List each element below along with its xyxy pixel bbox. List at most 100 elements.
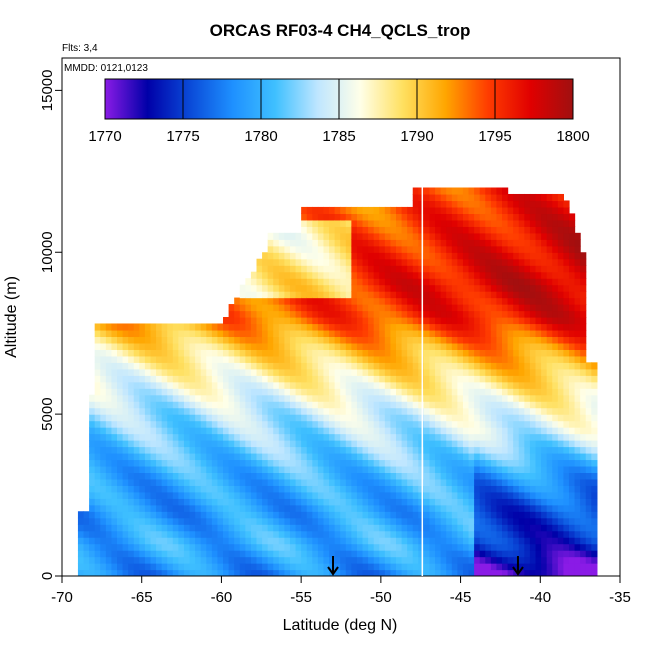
heatmap-cell <box>178 498 185 506</box>
heatmap-cell <box>440 265 447 273</box>
heatmap-cell <box>457 427 464 435</box>
heatmap-cell <box>502 478 509 486</box>
heatmap-cell <box>468 511 475 519</box>
heatmap-cell <box>89 511 96 519</box>
heatmap-cell <box>563 556 570 564</box>
heatmap-cell <box>100 440 107 448</box>
heatmap-cell <box>580 563 587 571</box>
heatmap-cell <box>250 530 258 538</box>
heatmap-cell <box>217 355 224 363</box>
heatmap-cell <box>273 239 280 247</box>
heatmap-cell <box>446 440 453 448</box>
heatmap-cell <box>139 342 146 350</box>
heatmap-cell <box>496 291 503 299</box>
heatmap-cell <box>557 265 564 273</box>
heatmap-cell <box>150 550 157 558</box>
heatmap-cell <box>541 452 548 461</box>
heatmap-cell <box>568 498 576 506</box>
heatmap-cell <box>412 278 419 286</box>
heatmap-cell <box>117 323 124 331</box>
heatmap-cell <box>356 530 364 538</box>
heatmap-cell <box>217 498 224 506</box>
heatmap-cell <box>317 504 325 512</box>
heatmap-cell <box>485 440 492 448</box>
heatmap-cell <box>407 239 414 247</box>
heatmap-cell <box>228 504 235 512</box>
heatmap-cell <box>306 427 313 435</box>
heatmap-cell <box>429 388 436 396</box>
heatmap-cell <box>474 342 481 350</box>
heatmap-cell <box>468 375 475 383</box>
heatmap-cell <box>490 517 498 525</box>
heatmap-cell <box>546 550 553 558</box>
heatmap-cell <box>379 381 386 389</box>
heatmap-cell <box>474 291 481 299</box>
heatmap-cell <box>278 517 285 525</box>
heatmap-cell <box>390 252 397 260</box>
heatmap-cell <box>423 433 431 441</box>
heatmap-cell <box>541 284 548 292</box>
heatmap-cell <box>524 407 531 415</box>
heatmap-cell <box>144 524 152 532</box>
heatmap-cell <box>423 329 431 338</box>
heatmap-cell <box>334 459 341 467</box>
heatmap-cell <box>100 427 107 435</box>
heatmap-cell <box>580 329 587 338</box>
heatmap-cell <box>273 297 280 305</box>
heatmap-cell <box>139 543 146 551</box>
heatmap-cell <box>301 232 308 240</box>
heatmap-cell <box>535 427 542 435</box>
heatmap-cell <box>200 498 207 506</box>
heatmap-cell <box>574 291 581 299</box>
heatmap-cell <box>496 200 503 208</box>
heatmap-cell <box>289 284 297 292</box>
heatmap-cell <box>368 401 375 409</box>
heatmap-cell <box>423 563 431 571</box>
heatmap-cell <box>295 388 302 396</box>
heatmap-cell <box>223 543 230 551</box>
heatmap-cell <box>457 440 464 448</box>
heatmap-cell <box>156 530 163 538</box>
heatmap-cell <box>183 472 191 480</box>
heatmap-cell <box>77 550 85 558</box>
heatmap-cell <box>195 465 202 473</box>
heatmap-cell <box>273 401 280 409</box>
heatmap-cell <box>546 362 553 370</box>
heatmap-cell <box>156 452 163 461</box>
heatmap-cell <box>462 446 470 454</box>
heatmap-cell <box>172 563 179 571</box>
heatmap-cell <box>334 465 341 473</box>
heatmap-cell <box>407 284 414 292</box>
heatmap-cell <box>94 375 101 383</box>
heatmap-cell <box>479 504 486 512</box>
heatmap-cell <box>139 407 146 415</box>
heatmap-cell <box>89 478 96 486</box>
heatmap-cell <box>552 407 559 415</box>
heatmap-cell <box>396 472 403 480</box>
heatmap-cell <box>412 304 419 312</box>
heatmap-cell <box>546 401 553 409</box>
heatmap-cell <box>563 511 570 519</box>
heatmap-cell <box>407 504 414 512</box>
heatmap-cell <box>401 258 408 266</box>
heatmap-cell <box>396 206 403 215</box>
heatmap-cell <box>496 465 503 473</box>
heatmap-cell <box>317 284 325 292</box>
heatmap-cell <box>200 375 207 383</box>
heatmap-cell <box>591 537 598 545</box>
heatmap-cell <box>189 550 196 558</box>
heatmap-cell <box>362 556 369 564</box>
heatmap-cell <box>429 193 436 202</box>
heatmap-cell <box>568 543 576 551</box>
heatmap-cell <box>384 284 392 292</box>
heatmap-cell <box>384 239 392 247</box>
heatmap-cell <box>462 511 470 519</box>
heatmap-cell <box>289 478 297 486</box>
heatmap-cell <box>384 394 392 402</box>
heatmap-cell <box>435 206 442 215</box>
heatmap-cell <box>407 394 414 402</box>
heatmap-cell <box>239 446 246 454</box>
heatmap-cell <box>396 226 403 234</box>
heatmap-cell <box>267 310 274 318</box>
heatmap-cell <box>401 556 408 564</box>
